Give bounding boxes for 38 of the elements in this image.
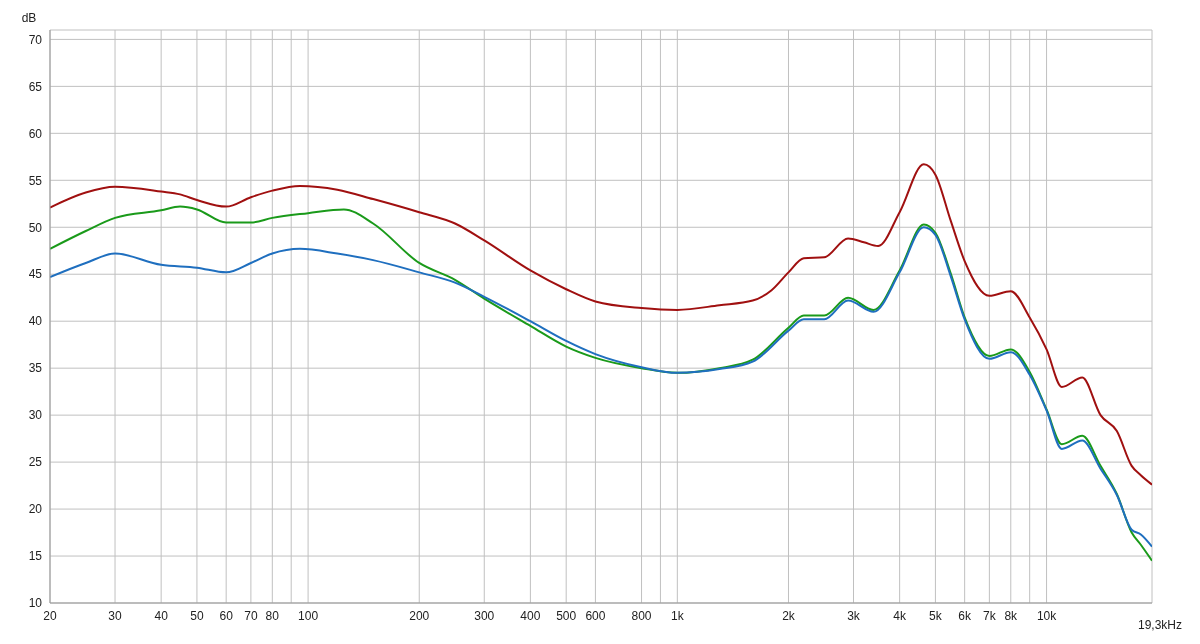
- x-tick-label: 80: [265, 608, 280, 623]
- y-tick-label: 35: [28, 361, 43, 376]
- x-tick-label: 70: [244, 608, 258, 623]
- x-tick-label: 1k: [670, 608, 685, 623]
- x-tick-label: 600: [585, 608, 606, 623]
- x-tick-label: 3k: [847, 608, 861, 623]
- x-tick-label: 30: [108, 608, 123, 623]
- x-tick-label: 5k: [929, 608, 943, 623]
- x-tick-label: 40: [154, 608, 169, 623]
- y-tick-label: 25: [28, 455, 43, 470]
- x-tick-label: 8k: [1004, 608, 1019, 623]
- y-tick-label: 50: [28, 220, 43, 235]
- y-tick-label: 30: [28, 408, 43, 423]
- x-axis-title: 19,3kHz: [1137, 618, 1182, 632]
- x-tick-label: 100: [298, 608, 319, 623]
- y-tick-label: 70: [28, 32, 43, 47]
- x-tick-label: 20: [43, 608, 57, 623]
- x-tick-label: 400: [520, 608, 541, 623]
- y-tick-label: 40: [28, 314, 43, 329]
- y-tick-label: 15: [28, 549, 43, 564]
- x-tick-label: 500: [556, 608, 577, 623]
- x-tick-label: 800: [631, 608, 652, 623]
- y-tick-label: 65: [28, 79, 43, 94]
- x-tick-label: 200: [409, 608, 430, 623]
- x-tick-label: 2k: [782, 608, 796, 623]
- x-tick-label: 50: [190, 608, 204, 623]
- x-tick-label: 300: [474, 608, 495, 623]
- x-tick-label: 7k: [983, 608, 997, 623]
- y-tick-label: 55: [28, 173, 43, 188]
- x-tick-label: 6k: [958, 608, 972, 623]
- y-tick-label: 10: [28, 596, 43, 611]
- x-tick-label: 4k: [893, 608, 907, 623]
- x-tick-label: 60: [219, 608, 234, 623]
- y-tick-label: 60: [28, 126, 43, 141]
- y-tick-label: 20: [28, 502, 43, 517]
- y-axis-title: dB: [21, 11, 37, 25]
- y-tick-label: 45: [28, 267, 43, 282]
- x-tick-label: 10k: [1036, 608, 1058, 623]
